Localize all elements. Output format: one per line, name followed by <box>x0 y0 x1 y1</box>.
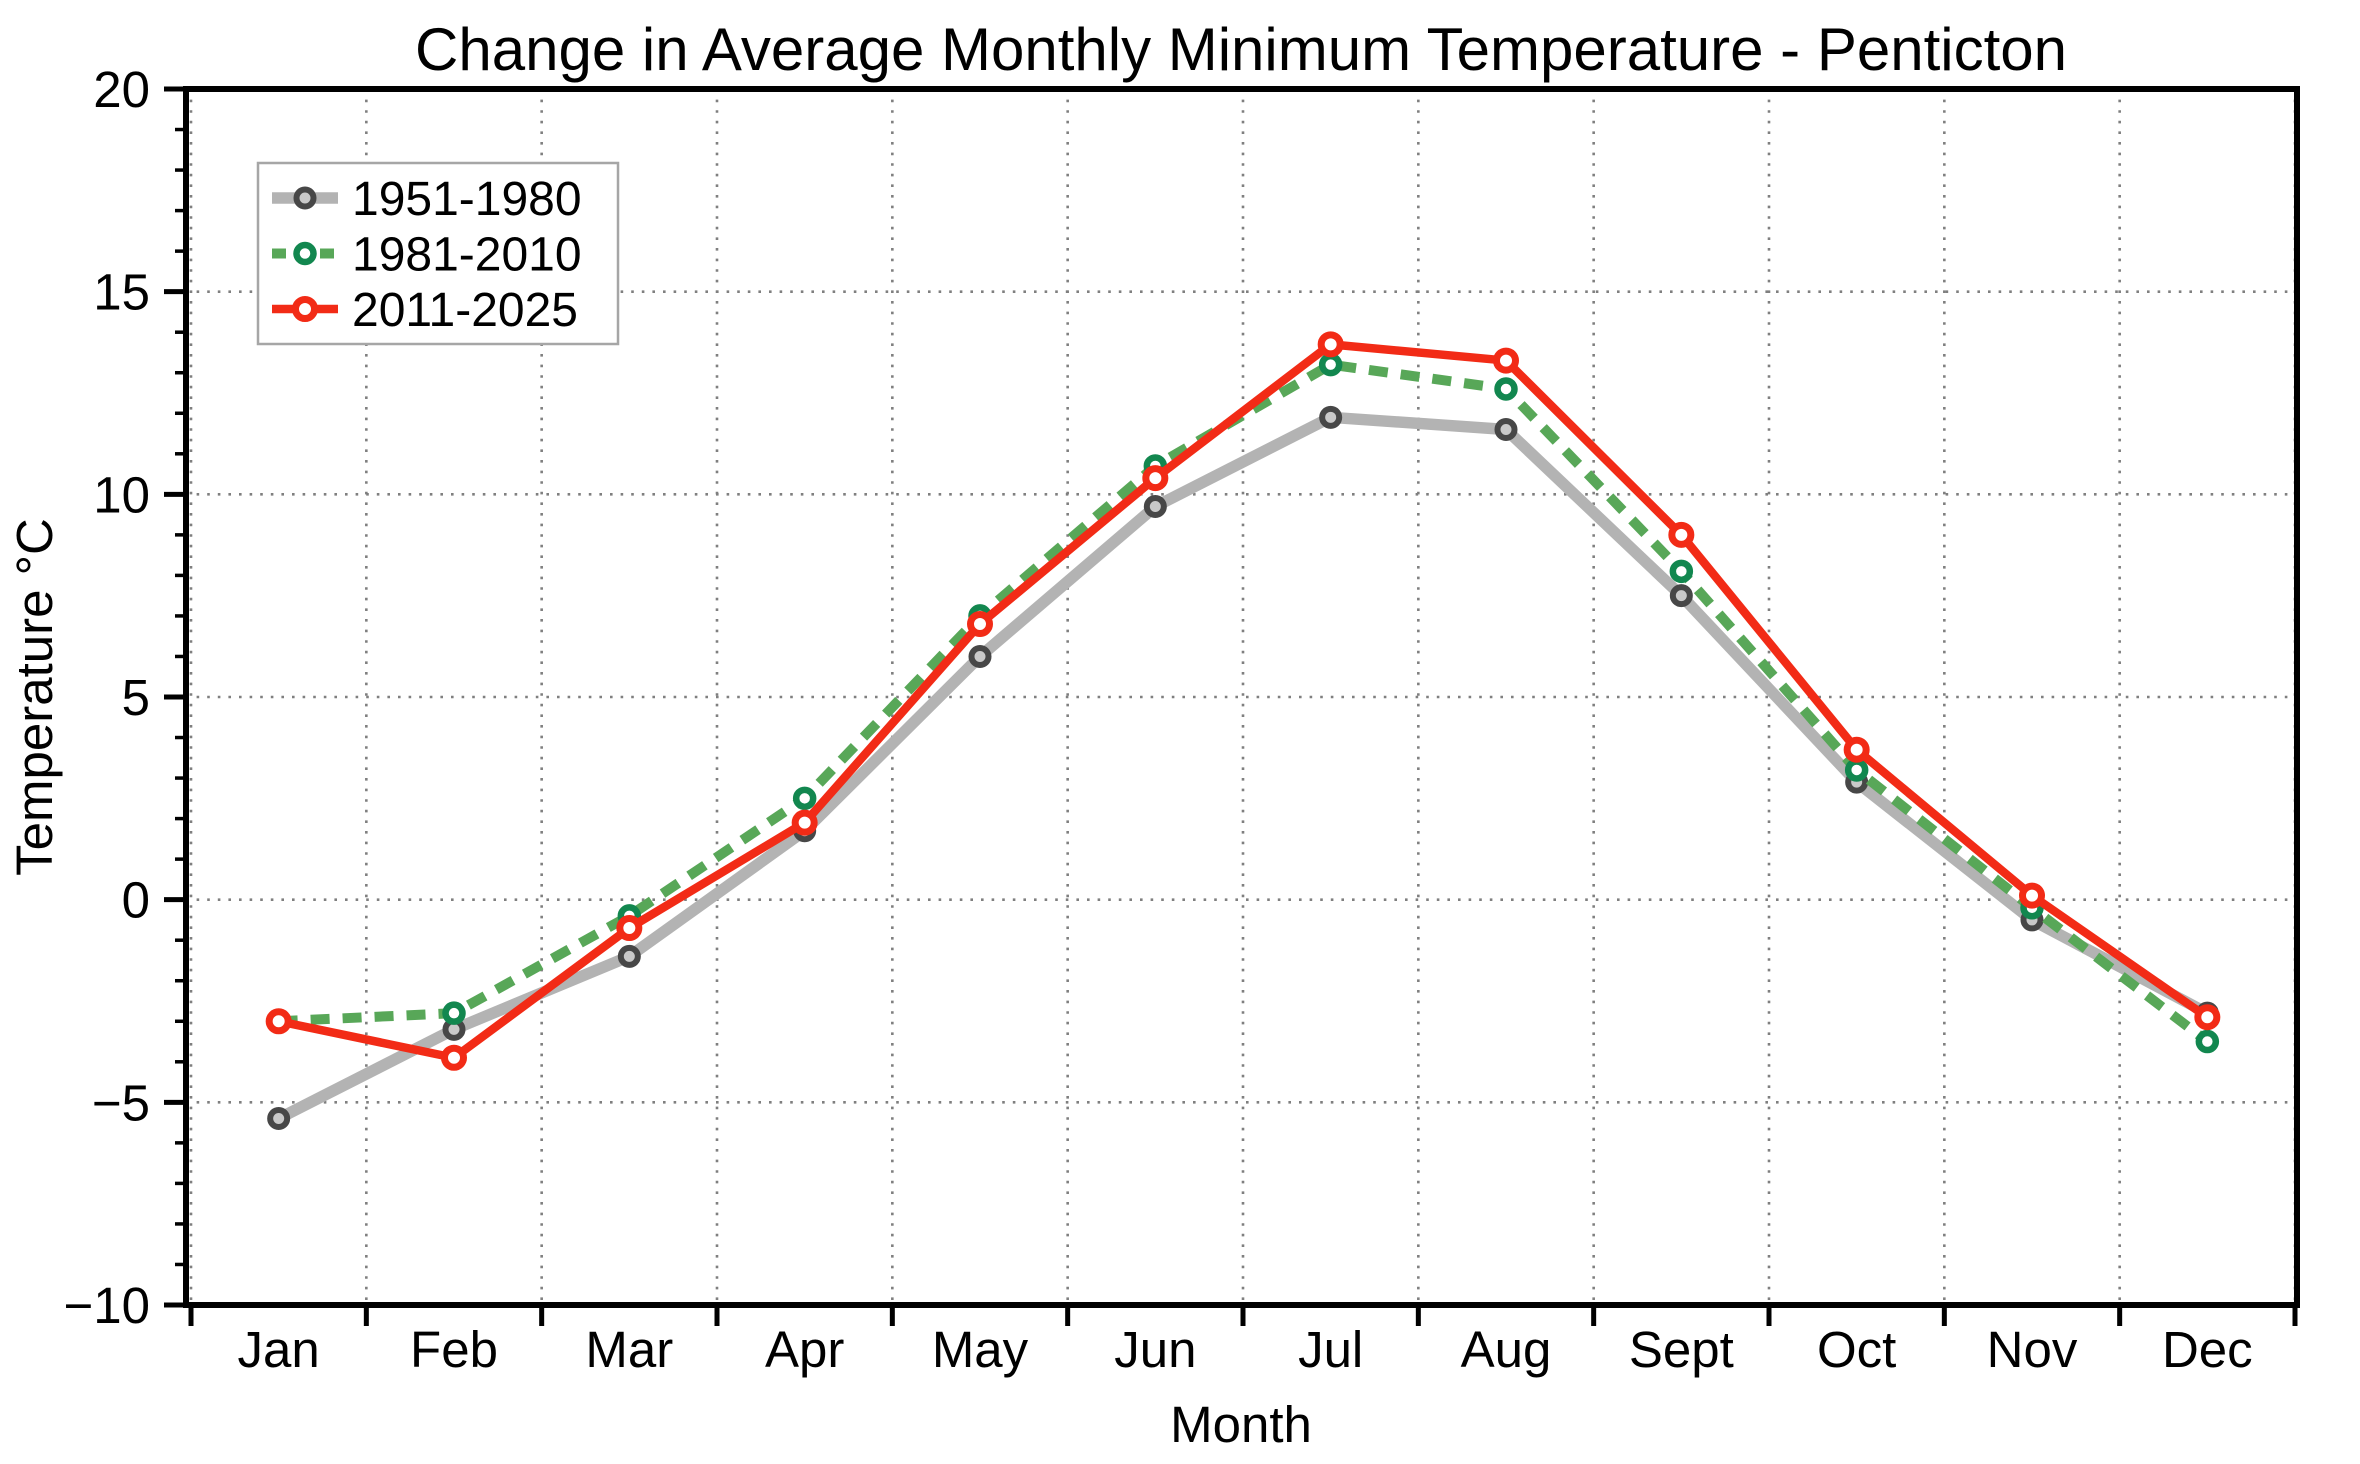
series-line-2011-2025 <box>277 340 2210 1062</box>
y-tick-label: 20 <box>93 61 150 118</box>
y-tick-label: −5 <box>92 1074 150 1131</box>
x-tick-label: May <box>932 1321 1029 1378</box>
y-tick-label: 15 <box>93 264 150 321</box>
legend-label: 1951-1980 <box>352 173 582 226</box>
data-point-2011-2025-Sept <box>1668 521 1695 548</box>
data-point-1951-1980-Mar <box>617 944 641 968</box>
x-tick-label: Jan <box>238 1321 320 1378</box>
y-tick-label: 0 <box>122 872 150 929</box>
y-tick-label: 10 <box>93 466 150 523</box>
data-point-2011-2025-Oct <box>1843 736 1870 763</box>
x-tick-label: Apr <box>765 1321 844 1378</box>
data-point-1951-1980-Jul <box>1319 405 1343 429</box>
data-point-1981-2010-Aug <box>1494 377 1518 401</box>
legend-marker-sample <box>293 186 317 210</box>
data-point-2011-2025-May <box>967 611 993 638</box>
data-point-2011-2025-Mar <box>616 915 643 942</box>
x-tick-label: Dec <box>2162 1321 2253 1378</box>
x-tick-label: Jun <box>1114 1321 1196 1378</box>
data-point-1951-1980-Jan <box>267 1107 291 1131</box>
data-point-1951-1980-Sept <box>1669 584 1693 608</box>
plot-area: −10 −5 0 5 10 15 20 Jan Feb Mar Apr May Jun Jul Aug Sep… <box>63 61 2300 1378</box>
plot-border <box>183 86 2300 1308</box>
x-tick-label: Feb <box>410 1321 498 1378</box>
data-point-2011-2025-Dec <box>2194 1004 2221 1031</box>
data-point-2011-2025-Aug <box>1493 347 1519 374</box>
y-axis-label: Temperature °C <box>6 518 63 876</box>
chart-title: Change in Average Monthly Minimum Temper… <box>415 16 2067 83</box>
spines <box>183 86 2300 1308</box>
legend-marker-sample <box>292 296 318 322</box>
x-tick-label: Jul <box>1298 1321 1363 1378</box>
x-tick-label: Mar <box>585 1321 673 1378</box>
x-axis-label: Month <box>1170 1396 1312 1453</box>
data-point-1981-2010-Jul <box>1318 352 1343 377</box>
data-point-2011-2025-Jan <box>265 1008 292 1035</box>
data-point-1981-2010-Sept <box>1669 559 1694 584</box>
data-point-2011-2025-Nov <box>2019 882 2045 909</box>
data-point-2011-2025-Feb <box>441 1044 467 1071</box>
data-point-2011-2025-Apr <box>791 809 818 836</box>
tick-labels: −10 −5 0 5 10 15 20 Jan Feb Mar Apr May Jun Jul Aug Sep… <box>63 61 2252 1378</box>
data-point-1951-1980-Jun <box>1143 494 1167 518</box>
legend-marker-sample <box>293 241 317 266</box>
data-point-1951-1980-May <box>968 644 992 668</box>
legend-label: 2011-2025 <box>352 284 578 337</box>
series-line-1951-1980 <box>276 411 2211 1124</box>
x-tick-label: Oct <box>1817 1321 1896 1378</box>
data-point-1981-2010-Dec <box>2195 1029 2220 1054</box>
data-point-1981-2010-Apr <box>792 786 817 811</box>
series-2011-2025 <box>265 331 2221 1071</box>
x-tick-label: Sept <box>1629 1321 1734 1378</box>
y-tick-label: 5 <box>122 669 150 726</box>
legend-item-1951-1980: 1951-1980 <box>272 173 582 226</box>
axis-ticks <box>164 86 2298 1326</box>
data-point-1981-2010-Feb <box>442 1001 466 1025</box>
data-point-2011-2025-Jun <box>1142 465 1169 492</box>
legend-item-2011-2025: 2011-2025 <box>272 284 578 337</box>
data-point-1981-2010-Oct <box>1844 758 1869 782</box>
data-point-1951-1980-Aug <box>1494 417 1518 441</box>
legend-item-1981-2010: 1981-2010 <box>272 229 582 282</box>
legend-label: 1981-2010 <box>352 229 582 282</box>
x-tick-label: Aug <box>1461 1321 1552 1378</box>
data-point-2011-2025-Jul <box>1317 331 1344 358</box>
y-tick-label: −10 <box>63 1277 150 1334</box>
x-tick-label: Nov <box>1987 1321 2078 1378</box>
